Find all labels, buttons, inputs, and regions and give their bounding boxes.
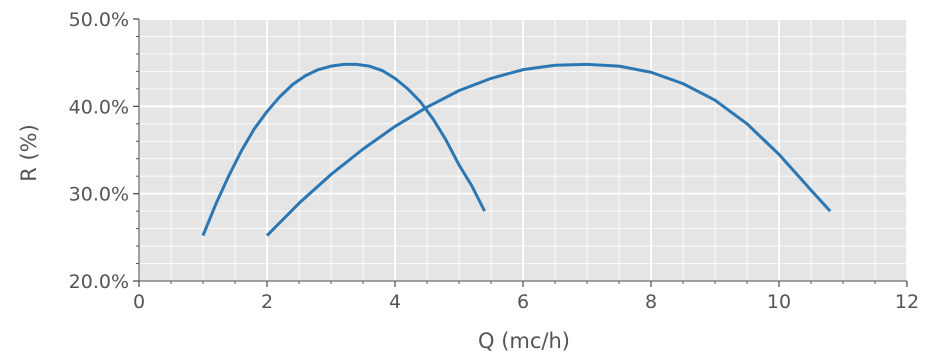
x-tick-label: 8 [645, 291, 657, 313]
x-tick-label: 10 [767, 291, 791, 313]
x-tick-label: 0 [133, 291, 145, 313]
x-tick-label: 2 [261, 291, 273, 313]
y-tick-label: 20.0% [69, 271, 129, 293]
y-tick-label: 30.0% [69, 184, 129, 206]
series-line-2 [265, 62, 832, 237]
x-axis-title: Q (mc/h) [478, 329, 570, 353]
x-tick-label: 6 [517, 291, 529, 313]
x-tick-label: 4 [389, 291, 401, 313]
y-axis-title: R (%) [17, 124, 41, 182]
x-tick-label: 12 [895, 291, 919, 313]
y-tick-label: 50.0% [69, 9, 129, 31]
y-tick-label: 40.0% [69, 96, 129, 118]
series-line-1 [201, 62, 486, 237]
